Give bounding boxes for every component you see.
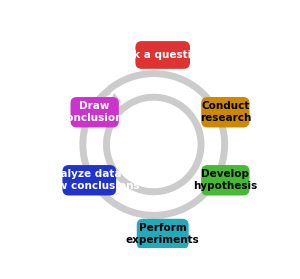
FancyBboxPatch shape xyxy=(201,97,250,128)
FancyBboxPatch shape xyxy=(70,97,119,128)
Text: Ask a question: Ask a question xyxy=(119,50,206,60)
Text: Analyze data +
draw conclusions: Analyze data + draw conclusions xyxy=(38,169,140,191)
FancyBboxPatch shape xyxy=(137,219,189,249)
Text: Draw
conclusions: Draw conclusions xyxy=(60,101,129,123)
Polygon shape xyxy=(110,94,121,104)
FancyBboxPatch shape xyxy=(201,165,250,196)
Text: Perform
experiments: Perform experiments xyxy=(126,223,200,245)
FancyBboxPatch shape xyxy=(135,41,190,69)
Text: Conduct
research: Conduct research xyxy=(200,101,251,123)
Text: Develop
hypothesis: Develop hypothesis xyxy=(193,169,257,191)
FancyBboxPatch shape xyxy=(62,165,116,196)
